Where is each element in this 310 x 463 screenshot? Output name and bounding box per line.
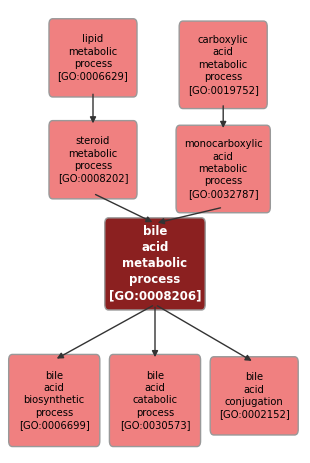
FancyBboxPatch shape (179, 21, 267, 109)
Text: lipid
metabolic
process
[GO:0006629]: lipid metabolic process [GO:0006629] (58, 34, 128, 81)
FancyBboxPatch shape (109, 355, 201, 446)
FancyBboxPatch shape (176, 125, 270, 213)
FancyBboxPatch shape (49, 19, 137, 97)
FancyBboxPatch shape (9, 355, 100, 446)
Text: monocarboxylic
acid
metabolic
process
[GO:0032787]: monocarboxylic acid metabolic process [G… (184, 139, 263, 199)
Text: bile
acid
biosynthetic
process
[GO:0006699]: bile acid biosynthetic process [GO:00066… (19, 371, 90, 430)
Text: steroid
metabolic
process
[GO:0008202]: steroid metabolic process [GO:0008202] (58, 136, 128, 183)
Text: bile
acid
conjugation
[GO:0002152]: bile acid conjugation [GO:0002152] (219, 372, 290, 419)
FancyBboxPatch shape (49, 120, 137, 199)
Text: bile
acid
catabolic
process
[GO:0030573]: bile acid catabolic process [GO:0030573] (120, 371, 190, 430)
FancyBboxPatch shape (210, 357, 298, 435)
Text: carboxylic
acid
metabolic
process
[GO:0019752]: carboxylic acid metabolic process [GO:00… (188, 35, 259, 94)
Text: bile
acid
metabolic
process
[GO:0008206]: bile acid metabolic process [GO:0008206] (109, 225, 201, 302)
FancyBboxPatch shape (105, 218, 205, 310)
